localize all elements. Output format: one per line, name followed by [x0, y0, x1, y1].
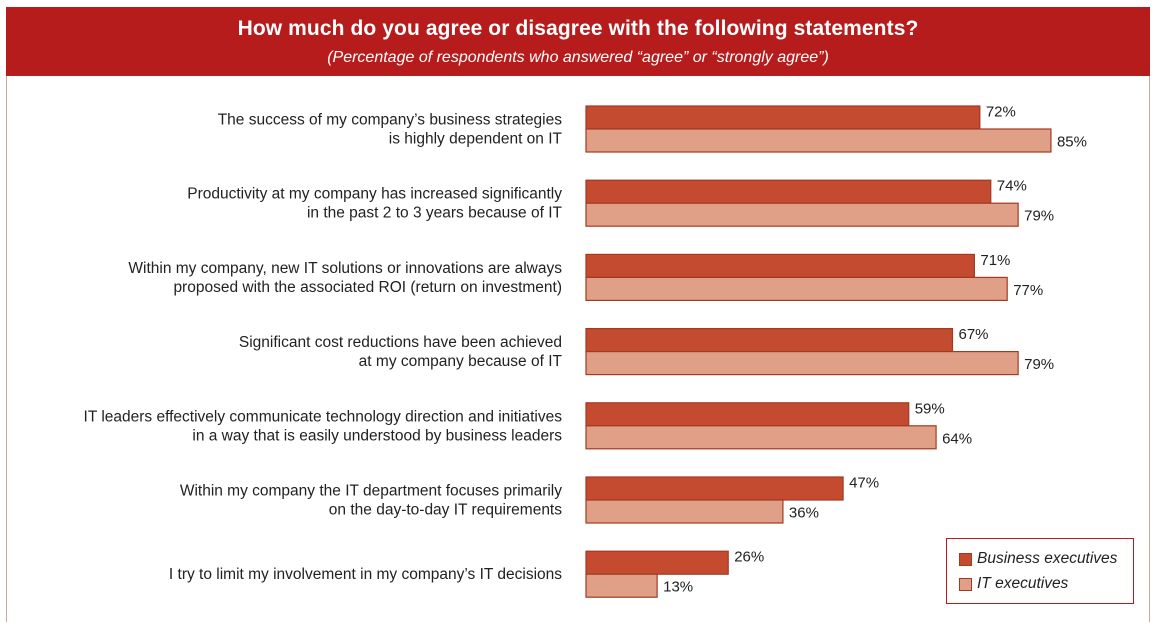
category-label: in a way that is easily understood by bu…	[192, 427, 562, 444]
data-label-it: 13%	[663, 579, 693, 596]
bar-business	[585, 253, 975, 278]
data-label-it: 36%	[789, 505, 819, 522]
bar-it	[585, 202, 1019, 227]
bar-it	[585, 573, 658, 598]
legend-item-business: Business executives	[959, 549, 1117, 569]
data-label-it: 79%	[1024, 356, 1054, 373]
category-label: Within my company, new IT solutions or i…	[128, 260, 562, 277]
category-label: on the day-to-day IT requirements	[329, 502, 562, 519]
data-label-business: 71%	[980, 252, 1010, 269]
data-label-it: 77%	[1013, 282, 1043, 299]
category-label: in the past 2 to 3 years because of IT	[307, 205, 563, 222]
bar-it	[585, 276, 1008, 301]
bar-business	[585, 328, 954, 353]
bar-business	[585, 402, 910, 427]
data-label-business: 67%	[958, 326, 988, 343]
legend-label-business: Business executives	[977, 550, 1118, 567]
category-label: proposed with the associated ROI (return…	[173, 279, 562, 296]
category-label: The success of my company’s business str…	[218, 112, 563, 129]
legend-swatch-it	[959, 577, 972, 591]
bar-business	[585, 476, 844, 501]
bar-business	[585, 105, 981, 130]
data-label-business: 59%	[915, 400, 945, 417]
data-label-it: 64%	[942, 430, 972, 447]
legend: Business executives IT executives	[946, 538, 1134, 604]
data-label-it: 85%	[1057, 134, 1087, 151]
chart-title: How much do you agree or disagree with t…	[237, 17, 919, 40]
category-label: at my company because of IT	[359, 353, 563, 370]
bar-it	[585, 351, 1019, 376]
category-label: IT leaders effectively communicate techn…	[84, 408, 563, 425]
category-label: I try to limit my involvement in my comp…	[169, 566, 562, 583]
category-label: is highly dependent on IT	[389, 131, 563, 148]
bar-it	[585, 128, 1052, 153]
bar-it	[585, 425, 937, 450]
bar-it	[585, 499, 784, 524]
category-label: Within my company the IT department focu…	[180, 483, 562, 500]
chart-subtitle: (Percentage of respondents who answered …	[327, 49, 829, 66]
plot-area	[6, 76, 1150, 622]
data-label-business: 74%	[997, 178, 1027, 195]
legend-item-it: IT executives	[959, 574, 1068, 594]
category-label: Productivity at my company has increased…	[187, 186, 562, 203]
bar-business	[585, 179, 992, 204]
bar-business	[585, 550, 729, 575]
legend-swatch-business	[959, 552, 972, 566]
data-label-it: 79%	[1024, 208, 1054, 225]
data-label-business: 26%	[734, 549, 764, 566]
data-label-business: 72%	[986, 104, 1016, 121]
chart-header: How much do you agree or disagree with t…	[6, 7, 1150, 76]
data-label-business: 47%	[849, 475, 879, 492]
category-label: Significant cost reductions have been ac…	[239, 334, 562, 351]
legend-label-it: IT executives	[977, 575, 1069, 592]
